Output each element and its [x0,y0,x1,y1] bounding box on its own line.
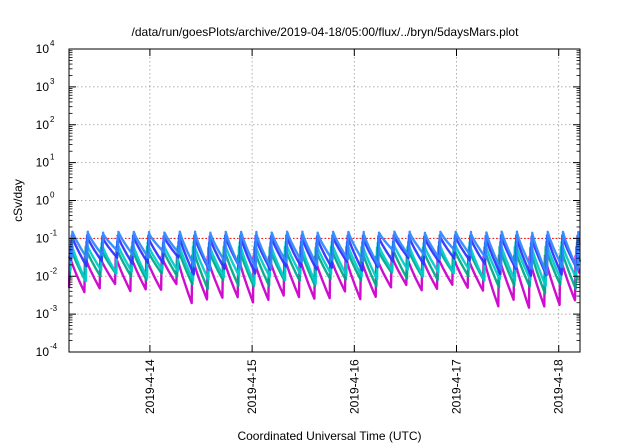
y-tick-exponent: 1 [50,153,55,162]
y-tick-label: 10 [36,80,50,94]
y-axis-label: cSv/day [11,179,25,222]
y-tick-base: 10 [36,118,50,132]
y-tick-exponent: -1 [50,228,58,237]
plot-frame [68,48,581,353]
y-tick-label: 10 [36,118,50,132]
y-tick-exponent: 3 [50,77,55,86]
y-tick-base: 10 [36,269,50,283]
chart-title: /data/run/goesPlots/archive/2019-04-18/0… [132,25,520,39]
y-tick-exponent: -2 [50,266,58,275]
y-tick-exponent: -4 [50,342,58,351]
x-tick-label: 2019-4-14 [143,359,157,414]
y-tick-base: 10 [36,156,50,170]
y-tick-exponent: 4 [50,39,55,48]
x-tick-label: 2019-4-18 [552,359,566,414]
y-tick-exponent: 2 [50,115,55,124]
y-tick-base: 10 [36,194,50,208]
y-tick-label: 10 [36,156,50,170]
x-tick-label: 2019-4-17 [450,359,464,414]
y-tick-base: 10 [36,80,50,94]
x-axis-label: Coordinated Universal Time (UTC) [237,429,421,443]
series-layer [68,230,582,309]
x-tick-label: 2019-4-15 [245,359,259,414]
y-tick-label: 10 [36,307,50,321]
y-tick-label: 10 [36,231,50,245]
y-tick-exponent: -3 [50,304,58,313]
series-line-6 [68,230,580,276]
y-tick-label: 10 [36,345,50,359]
x-axis-ticks: 2019-4-14 2019-4-15 2019-4-16 2019-4-17 2019… [143,49,566,414]
y-tick-label: 10 [36,269,50,283]
x-tick-label: 2019-4-16 [347,359,361,414]
y-tick-base: 10 [36,42,50,56]
y-tick-exponent: 0 [50,191,55,200]
y-tick-base: 10 [36,307,50,321]
y-tick-base: 10 [36,231,50,245]
y-tick-label: 10 [36,42,50,56]
y-tick-base: 10 [36,345,50,359]
y-tick-label: 10 [36,194,50,208]
